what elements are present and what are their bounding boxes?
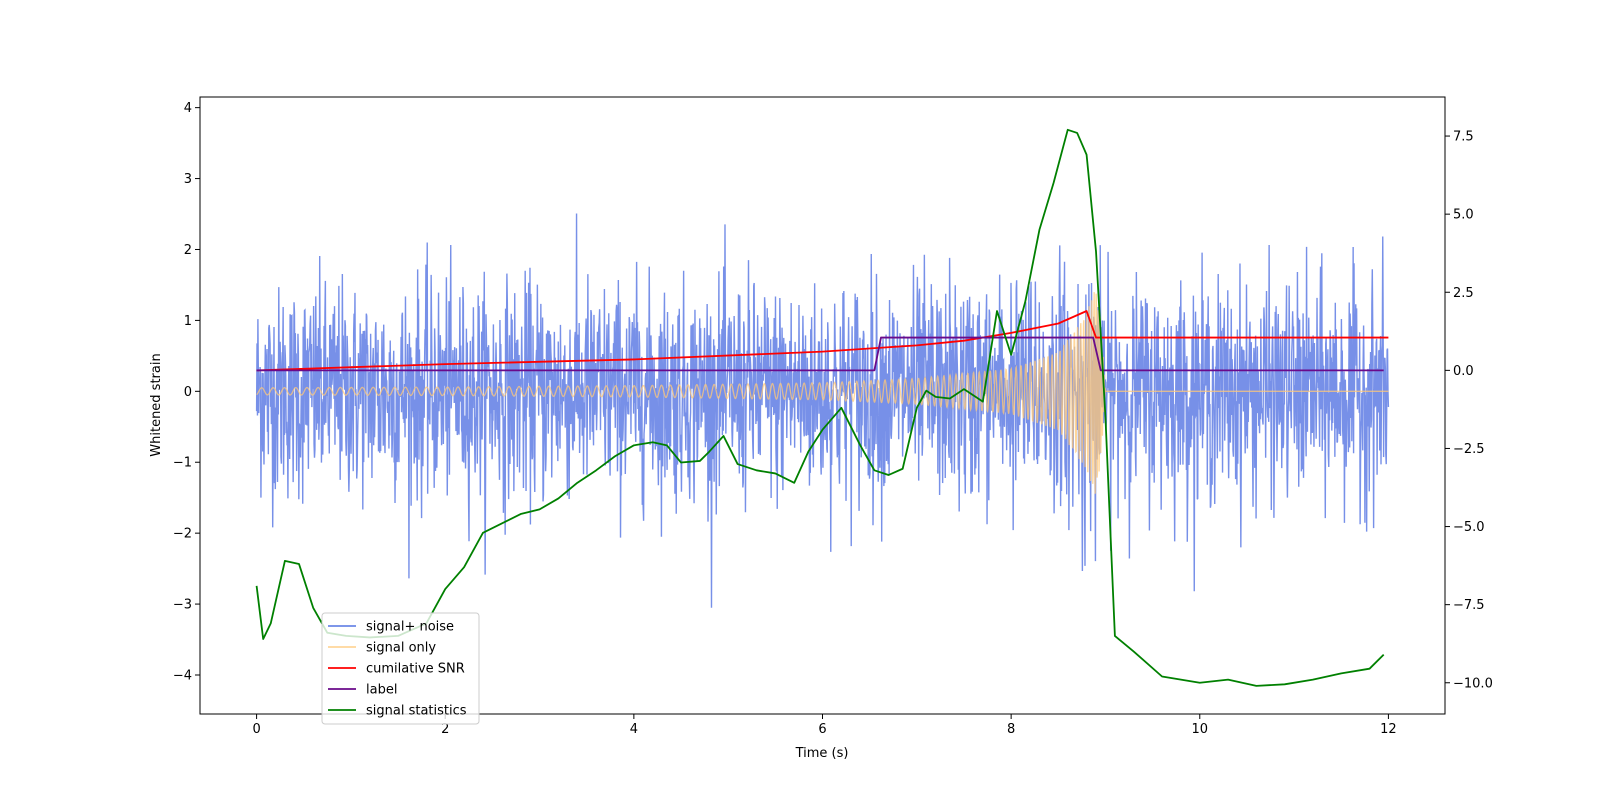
y-tick-label: −4 <box>173 668 192 683</box>
x-tick-label: 8 <box>1007 722 1015 737</box>
series-label-line <box>256 336 1384 372</box>
y2-tick-label: −10.0 <box>1453 676 1493 691</box>
y2-tick-label: −5.0 <box>1453 520 1485 535</box>
series-signal-only-line <box>256 292 1389 494</box>
series-signal-statistics-line <box>255 128 1385 687</box>
y-tick-label: −1 <box>173 456 192 471</box>
y2-tick-label: 2.5 <box>1453 286 1474 301</box>
x-tick-label: 4 <box>630 722 638 737</box>
legend: signal+ noise signal only cumilative SNR la… <box>321 612 480 725</box>
y2-tick-label: 7.5 <box>1453 130 1474 145</box>
x-tick-label: 10 <box>1191 722 1208 737</box>
y-axis-right: −10.0 −7.5 −5.0 −2.5 0.0 2.5 5.0 7.5 <box>1445 130 1493 691</box>
y2-tick-label: 5.0 <box>1453 208 1474 223</box>
legend-box <box>321 612 480 725</box>
legend-label: cumilative SNR <box>366 662 465 677</box>
y-tick-label: 4 <box>184 101 192 116</box>
legend-label: signal statistics <box>366 704 467 719</box>
y2-tick-label: −7.5 <box>1453 598 1485 613</box>
legend-label: label <box>366 683 397 698</box>
y-tick-label: 1 <box>184 314 192 329</box>
x-tick-label: 6 <box>818 722 826 737</box>
x-tick-label: 12 <box>1380 722 1397 737</box>
legend-label: signal only <box>366 641 436 656</box>
series-signal-noise-line <box>255 213 1390 608</box>
legend-label: signal+ noise <box>366 620 454 635</box>
x-axis: 0 2 4 6 8 10 12 <box>252 714 1397 737</box>
series-layer <box>255 128 1390 687</box>
y-axis-left: −4 −3 −2 −1 0 1 2 3 4 <box>173 101 200 683</box>
y2-tick-label: 0.0 <box>1453 364 1474 379</box>
x-axis-label: Time (s) <box>795 746 849 761</box>
y-tick-label: 0 <box>184 385 192 400</box>
y-axis-label: Whitened strain <box>149 353 164 456</box>
y-tick-label: 2 <box>184 243 192 258</box>
y2-tick-label: −2.5 <box>1453 442 1485 457</box>
y-tick-label: −2 <box>173 527 192 542</box>
x-tick-label: 0 <box>252 722 260 737</box>
x-tick-label: 2 <box>441 722 449 737</box>
plot-area <box>255 128 1390 687</box>
y-tick-label: 3 <box>184 172 192 187</box>
y-tick-label: −3 <box>173 598 192 613</box>
